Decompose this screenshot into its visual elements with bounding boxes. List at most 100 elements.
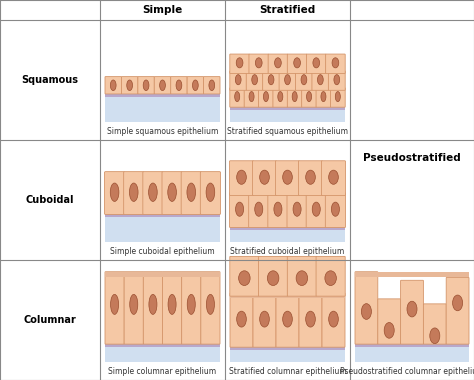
Ellipse shape [249, 92, 254, 102]
Ellipse shape [206, 183, 215, 201]
Text: Simple cuboidal epithelium: Simple cuboidal epithelium [110, 247, 215, 255]
Ellipse shape [176, 80, 182, 90]
Ellipse shape [332, 58, 339, 68]
Text: Stratified columnar epithelium: Stratified columnar epithelium [228, 366, 346, 375]
FancyBboxPatch shape [253, 293, 276, 347]
Ellipse shape [187, 183, 196, 201]
Ellipse shape [453, 295, 463, 311]
FancyBboxPatch shape [201, 172, 220, 214]
Ellipse shape [307, 92, 311, 102]
FancyBboxPatch shape [162, 172, 182, 214]
FancyBboxPatch shape [401, 280, 423, 344]
FancyBboxPatch shape [330, 88, 345, 107]
Text: Simple squamous epithelium: Simple squamous epithelium [107, 127, 218, 136]
Bar [355, 272, 469, 277]
Ellipse shape [237, 170, 246, 184]
Ellipse shape [274, 58, 281, 68]
Text: Simple columnar epithelium: Simple columnar epithelium [109, 366, 217, 375]
Ellipse shape [283, 311, 292, 327]
Text: Pseudostratified: Pseudostratified [363, 153, 461, 163]
FancyBboxPatch shape [229, 193, 250, 228]
Ellipse shape [237, 311, 246, 327]
Ellipse shape [110, 294, 118, 314]
FancyBboxPatch shape [287, 256, 317, 296]
Ellipse shape [384, 323, 394, 338]
FancyBboxPatch shape [321, 161, 346, 196]
FancyBboxPatch shape [182, 272, 201, 344]
Bar [105, 94, 220, 122]
Ellipse shape [334, 74, 340, 85]
FancyBboxPatch shape [299, 293, 322, 347]
Bar [105, 344, 220, 347]
Ellipse shape [430, 328, 440, 344]
Text: Pseudostratified columnar epithelium: Pseudostratified columnar epithelium [340, 366, 474, 375]
Ellipse shape [236, 58, 243, 68]
Ellipse shape [267, 271, 279, 285]
FancyBboxPatch shape [263, 71, 280, 90]
Ellipse shape [321, 92, 326, 102]
FancyBboxPatch shape [143, 272, 163, 344]
Ellipse shape [361, 304, 372, 319]
FancyBboxPatch shape [423, 304, 446, 344]
FancyBboxPatch shape [279, 71, 296, 90]
Ellipse shape [149, 183, 157, 201]
Bar [230, 294, 345, 298]
Ellipse shape [268, 74, 274, 85]
FancyBboxPatch shape [287, 54, 307, 73]
FancyBboxPatch shape [230, 54, 249, 73]
FancyBboxPatch shape [104, 172, 125, 214]
FancyBboxPatch shape [244, 88, 259, 107]
FancyBboxPatch shape [171, 77, 187, 94]
Ellipse shape [318, 74, 323, 85]
FancyBboxPatch shape [230, 256, 259, 296]
FancyBboxPatch shape [230, 71, 246, 90]
FancyBboxPatch shape [287, 193, 307, 228]
FancyBboxPatch shape [258, 88, 273, 107]
FancyBboxPatch shape [138, 77, 154, 94]
Ellipse shape [187, 294, 195, 314]
Bar [351, 1, 473, 139]
Bar [230, 347, 345, 350]
FancyBboxPatch shape [249, 54, 269, 73]
FancyBboxPatch shape [154, 77, 171, 94]
FancyBboxPatch shape [249, 193, 269, 228]
Text: Stratified squamous epithelium: Stratified squamous epithelium [227, 127, 348, 136]
Ellipse shape [235, 92, 240, 102]
FancyBboxPatch shape [268, 54, 288, 73]
Ellipse shape [328, 311, 338, 327]
Ellipse shape [313, 58, 319, 68]
FancyBboxPatch shape [446, 277, 469, 344]
Ellipse shape [127, 80, 133, 90]
Ellipse shape [325, 271, 337, 285]
FancyBboxPatch shape [124, 272, 143, 344]
Ellipse shape [238, 271, 250, 285]
FancyBboxPatch shape [275, 161, 300, 196]
Ellipse shape [192, 80, 198, 90]
Bar [230, 347, 345, 362]
FancyBboxPatch shape [273, 88, 288, 107]
Ellipse shape [335, 92, 340, 102]
Ellipse shape [206, 294, 214, 314]
FancyBboxPatch shape [312, 71, 329, 90]
FancyBboxPatch shape [187, 77, 203, 94]
FancyBboxPatch shape [230, 88, 245, 107]
Ellipse shape [160, 80, 165, 90]
FancyBboxPatch shape [325, 193, 346, 228]
Bar [230, 107, 345, 122]
Bar [105, 272, 220, 277]
Ellipse shape [331, 202, 339, 216]
FancyBboxPatch shape [229, 161, 254, 196]
FancyBboxPatch shape [163, 272, 182, 344]
FancyBboxPatch shape [299, 161, 322, 196]
FancyBboxPatch shape [121, 77, 138, 94]
Ellipse shape [284, 74, 291, 85]
Bar [105, 214, 220, 242]
Ellipse shape [168, 183, 176, 201]
Bar [105, 94, 220, 97]
FancyBboxPatch shape [258, 256, 288, 296]
Ellipse shape [260, 311, 269, 327]
Ellipse shape [143, 80, 149, 90]
Bar [230, 107, 345, 110]
Bar [355, 344, 469, 362]
Ellipse shape [260, 170, 269, 184]
